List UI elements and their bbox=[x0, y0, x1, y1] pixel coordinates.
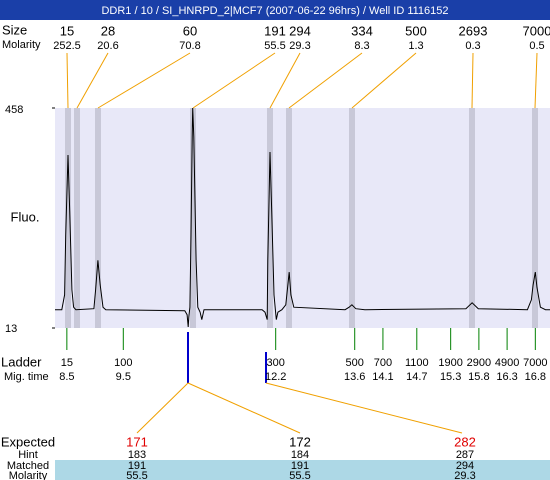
peak-band bbox=[469, 108, 475, 328]
peak-molarity: 70.8 bbox=[179, 40, 200, 52]
expected-value: 171 bbox=[126, 434, 148, 449]
title: DDR1 / 10 / SI_HNRPD_2|MCF7 (2007-06-22 … bbox=[101, 5, 448, 17]
peak-band bbox=[74, 108, 80, 328]
y-tick-label: 13 bbox=[5, 323, 17, 335]
matched-label: Matched bbox=[7, 460, 49, 472]
ladder-size: 2900 bbox=[467, 357, 491, 369]
ladder-size: 7000 bbox=[523, 357, 547, 369]
hint-label: Hint bbox=[18, 449, 38, 461]
mig-time-label: Mig. time bbox=[4, 371, 49, 383]
matched-value: 294 bbox=[456, 460, 474, 472]
expected-value: 282 bbox=[454, 434, 476, 449]
peak-band bbox=[532, 108, 538, 328]
peak-molarity: 252.5 bbox=[53, 40, 81, 52]
peak-connector bbox=[76, 52, 109, 109]
hint-value: 183 bbox=[128, 449, 146, 461]
peak-size: 28 bbox=[101, 23, 115, 38]
ladder-size: 1900 bbox=[438, 357, 462, 369]
peak-size: 7000 bbox=[523, 23, 550, 38]
peak-band bbox=[95, 108, 101, 328]
molarity-value: 55.5 bbox=[289, 470, 310, 480]
peak-molarity: 8.3 bbox=[354, 40, 369, 52]
peak-size: 191 bbox=[264, 23, 286, 38]
peak-connector bbox=[288, 52, 363, 109]
peak-connector bbox=[351, 52, 417, 109]
peak-connector bbox=[97, 52, 191, 109]
peak-connector bbox=[192, 52, 276, 109]
ladder-time: 16.3 bbox=[496, 371, 517, 383]
molarity-value: 55.5 bbox=[126, 470, 147, 480]
matched-value: 191 bbox=[291, 460, 309, 472]
peak-connector bbox=[471, 52, 474, 109]
ladder-size: 100 bbox=[114, 357, 132, 369]
ladder-size: 500 bbox=[346, 357, 364, 369]
peak-connector bbox=[269, 52, 301, 109]
peak-molarity: 55.5 bbox=[264, 40, 285, 52]
ladder-time: 16.8 bbox=[525, 371, 546, 383]
peak-size: 60 bbox=[183, 23, 197, 38]
hint-value: 184 bbox=[291, 449, 309, 461]
ladder-size: 700 bbox=[374, 357, 392, 369]
peak-connector bbox=[66, 52, 69, 109]
ladder-time: 14.7 bbox=[406, 371, 427, 383]
ladder-label: Ladder bbox=[1, 354, 42, 369]
peak-size: 334 bbox=[351, 23, 373, 38]
peak-connector bbox=[534, 52, 538, 109]
ladder-time: 8.5 bbox=[59, 371, 74, 383]
molarity-value: 29.3 bbox=[454, 470, 475, 480]
trace bbox=[55, 107, 550, 328]
match-connector bbox=[136, 382, 189, 434]
molarity-row-label: Molarity bbox=[2, 39, 41, 51]
match-connector bbox=[265, 382, 463, 434]
peak-molarity: 0.3 bbox=[465, 40, 480, 52]
peak-band bbox=[349, 108, 355, 328]
peak-size: 15 bbox=[60, 23, 74, 38]
ladder-size: 4900 bbox=[495, 357, 519, 369]
molarity-label: Molarity bbox=[9, 470, 48, 480]
match-connector bbox=[187, 382, 301, 434]
y-label: Fluo. bbox=[11, 209, 40, 224]
y-tick-label: 458 bbox=[5, 104, 23, 116]
peak-molarity: 29.3 bbox=[289, 40, 310, 52]
matched-band bbox=[55, 460, 550, 480]
ladder-time: 15.8 bbox=[468, 371, 489, 383]
peak-band bbox=[190, 108, 196, 328]
peak-molarity: 1.3 bbox=[408, 40, 423, 52]
hint-value: 287 bbox=[456, 449, 474, 461]
size-row-label: Size bbox=[2, 22, 27, 37]
ladder-size: 300 bbox=[267, 357, 285, 369]
peak-molarity: 0.5 bbox=[529, 40, 544, 52]
peak-band bbox=[286, 108, 292, 328]
expected-label: Expected bbox=[1, 434, 55, 449]
plot-area bbox=[55, 108, 550, 328]
ladder-time: 13.6 bbox=[344, 371, 365, 383]
ladder-size: 1100 bbox=[405, 357, 429, 369]
peak-size: 294 bbox=[289, 23, 311, 38]
ladder-time: 12.2 bbox=[265, 371, 286, 383]
ladder-time: 15.3 bbox=[440, 371, 461, 383]
matched-value: 191 bbox=[128, 460, 146, 472]
peak-size: 500 bbox=[405, 23, 427, 38]
expected-value: 172 bbox=[289, 434, 311, 449]
peak-molarity: 20.6 bbox=[97, 40, 118, 52]
peak-size: 2693 bbox=[459, 23, 488, 38]
peak-band bbox=[65, 108, 71, 328]
ladder-time: 14.1 bbox=[372, 371, 393, 383]
ladder-time: 9.5 bbox=[116, 371, 131, 383]
title-bar bbox=[0, 0, 550, 20]
ladder-size: 15 bbox=[61, 357, 73, 369]
peak-band bbox=[267, 108, 273, 328]
